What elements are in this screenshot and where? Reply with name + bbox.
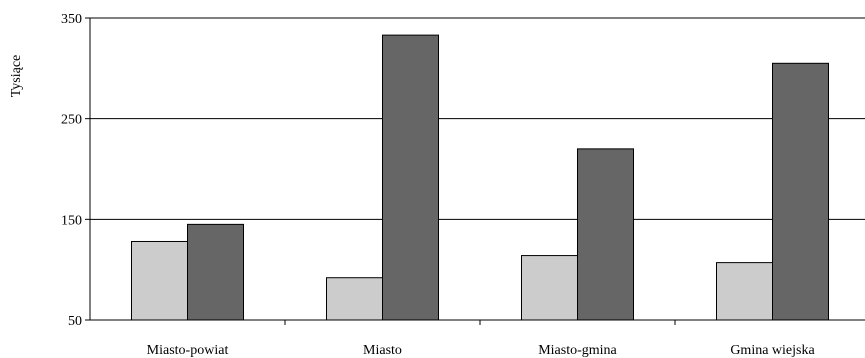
bar-1-3 — [521, 255, 578, 321]
y-tick-label: 50 — [68, 314, 82, 329]
bar-2-3 — [577, 148, 634, 321]
bar-2-4 — [772, 62, 829, 321]
category-label: Gmina wiejska — [730, 343, 815, 358]
bar-2-2 — [382, 34, 439, 321]
category-label: Miasto-powiat — [147, 343, 229, 358]
y-tick-label: 150 — [61, 213, 82, 228]
gridlines — [90, 17, 865, 220]
axes — [85, 17, 865, 325]
bar-1-1 — [131, 240, 188, 321]
y-axis-title: Tysiące — [9, 55, 24, 98]
y-tick-label: 350 — [61, 12, 82, 27]
y-tick-labels: 50 150 250 350 — [61, 12, 82, 329]
y-tick-label: 250 — [61, 113, 82, 128]
category-label: Miasto-gmina — [538, 343, 617, 358]
category-label: Miasto — [363, 343, 402, 358]
bar-1-2 — [326, 277, 383, 321]
bar-2-1 — [187, 223, 244, 321]
bar-1-4 — [716, 262, 773, 321]
category-labels: Miasto-powiat Miasto Miasto-gmina Gmina wie… — [147, 343, 816, 358]
bars — [131, 34, 829, 321]
